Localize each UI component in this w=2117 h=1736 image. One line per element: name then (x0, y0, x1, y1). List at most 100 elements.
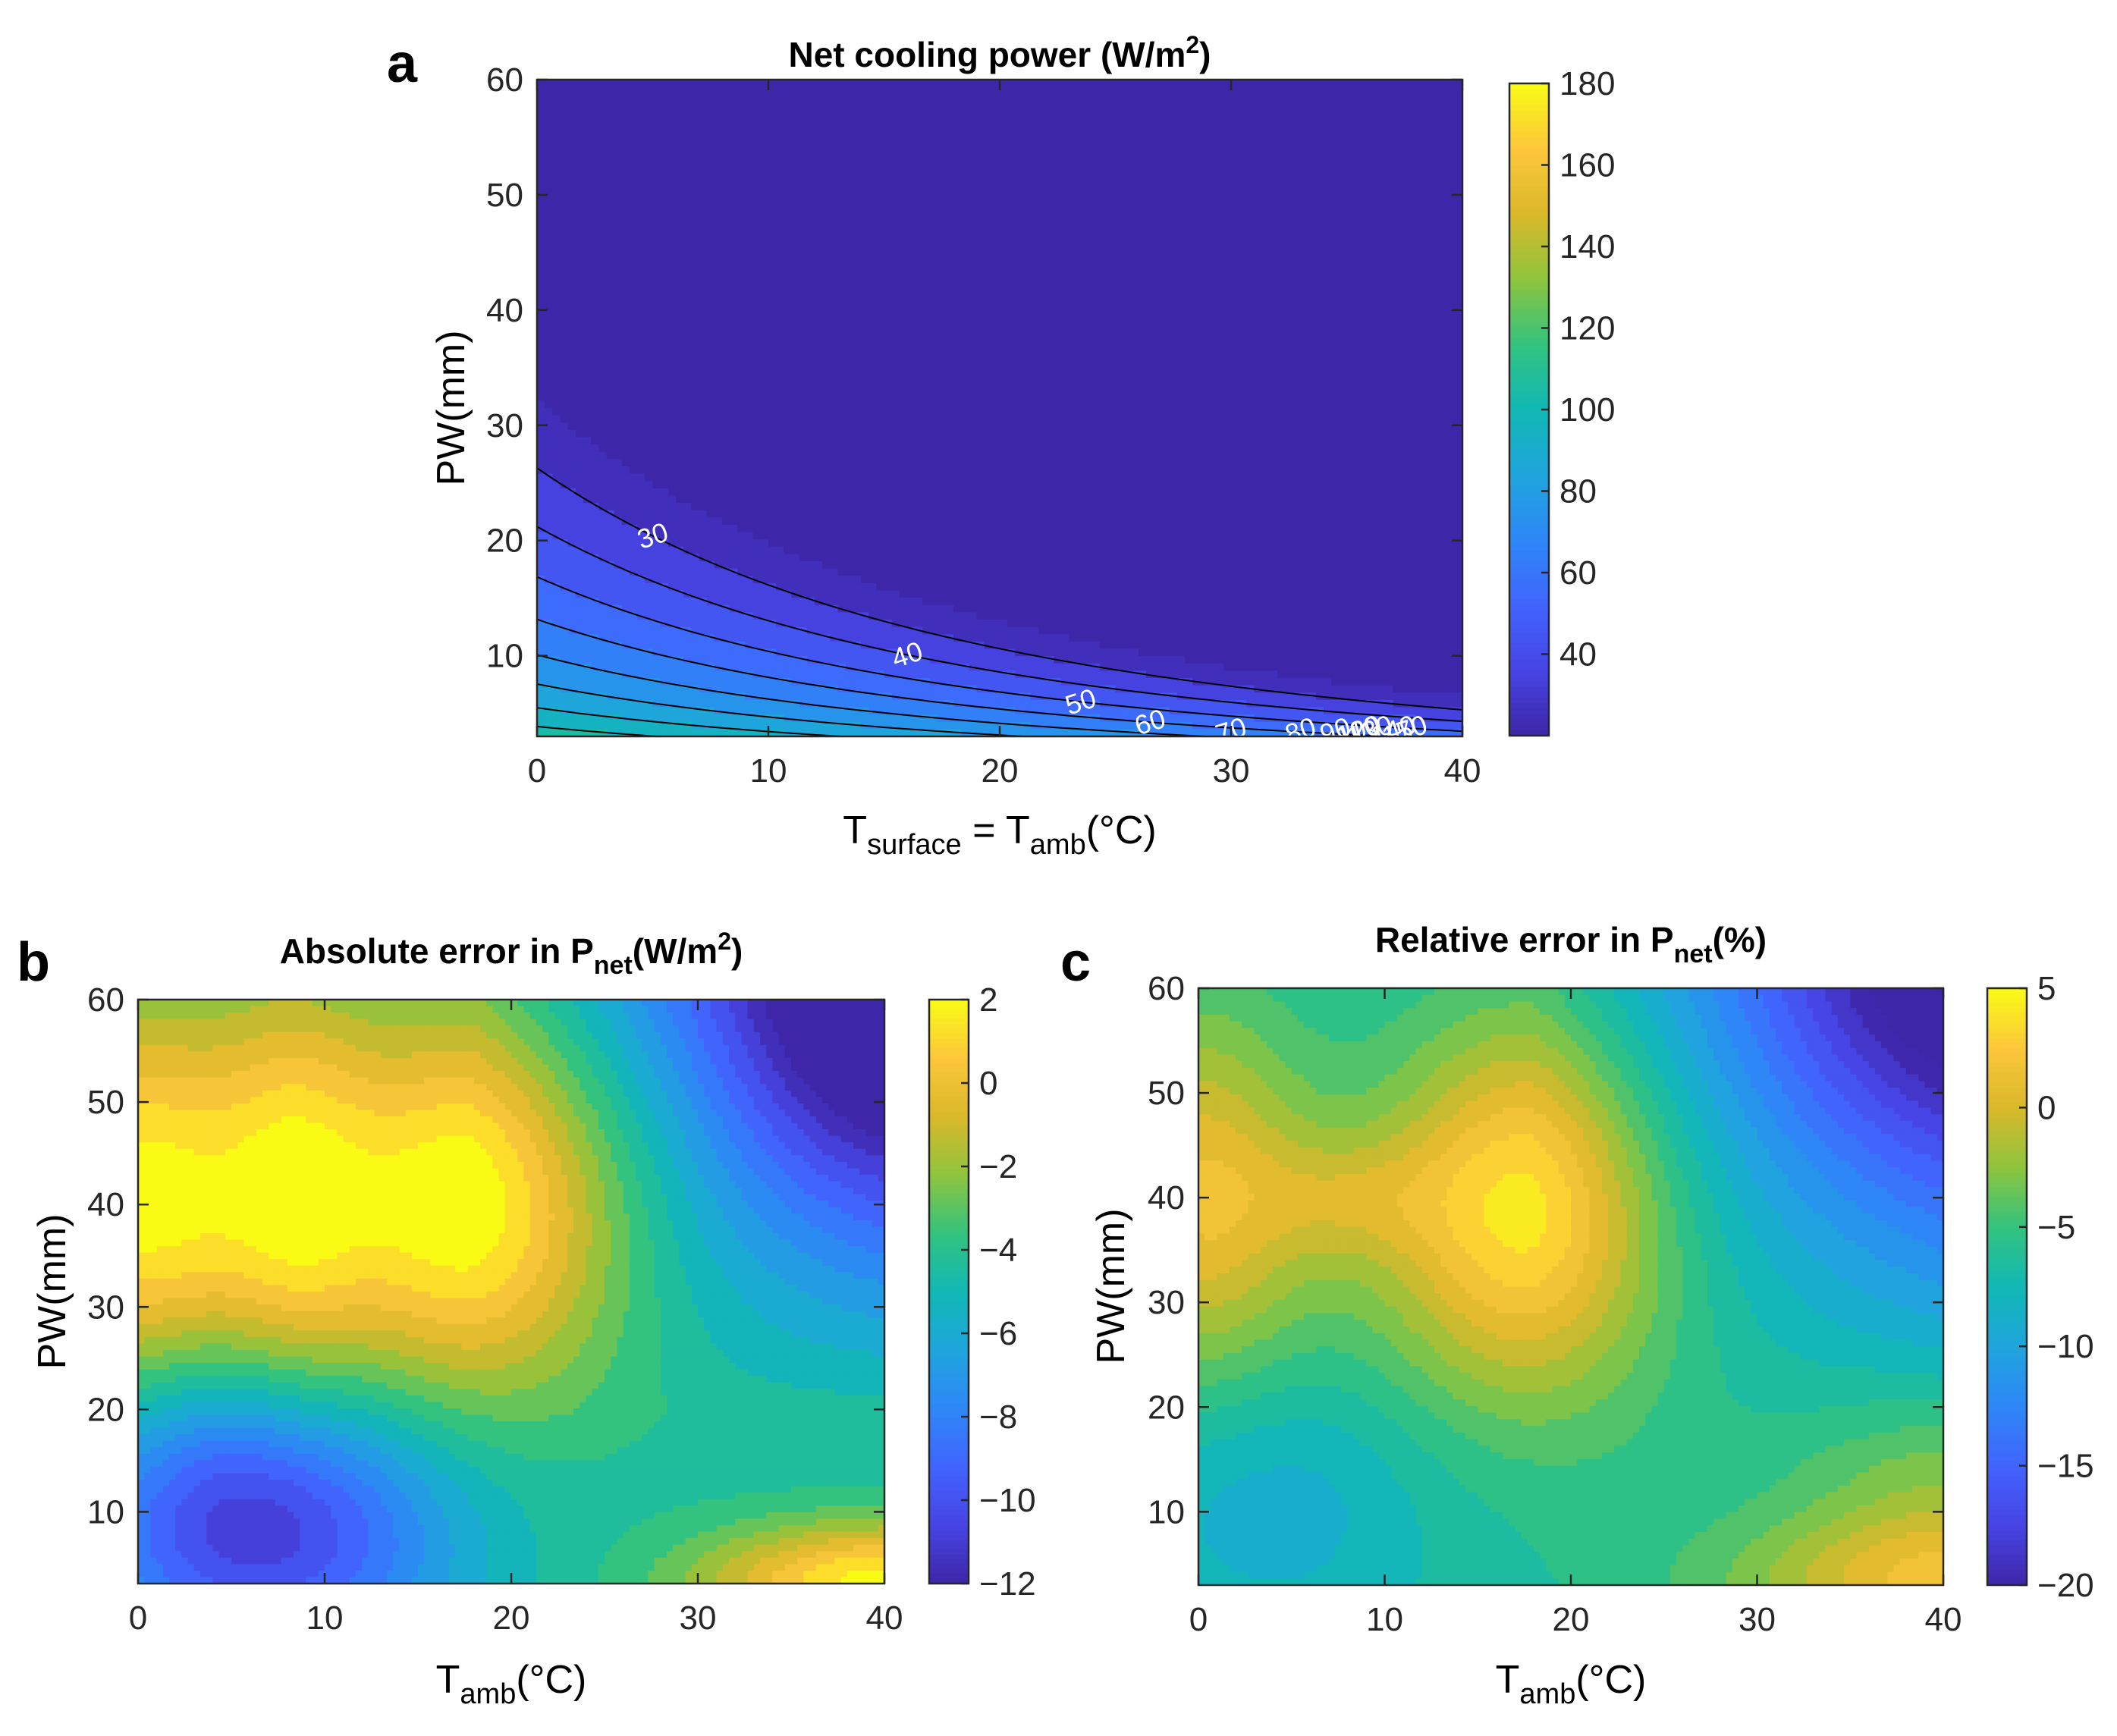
heatmap-cell (1408, 269, 1417, 278)
heatmap-cell (1223, 108, 1232, 117)
heatmap-cell (745, 101, 754, 110)
heatmap-cell (1231, 320, 1239, 328)
heatmap-cell (1146, 342, 1155, 350)
heatmap-cell (1354, 371, 1363, 380)
heatmap-cell (1339, 328, 1348, 336)
heatmap-cell (1246, 364, 1255, 372)
heatmap-cell (1269, 350, 1278, 358)
heatmap-cell (953, 306, 962, 314)
heatmap-cell (630, 334, 638, 344)
heatmap-cell (1161, 130, 1170, 139)
heatmap-cell (1285, 211, 1294, 219)
heatmap-cell (1331, 334, 1340, 344)
heatmap-cell (1069, 94, 1078, 102)
heatmap-cell (752, 80, 762, 88)
heatmap-cell (706, 159, 715, 168)
heatmap-cell (784, 101, 793, 110)
heatmap-cell (1015, 159, 1024, 168)
heatmap-cell (1246, 269, 1255, 278)
heatmap-cell (815, 145, 823, 154)
heatmap-cell (621, 152, 630, 161)
heatmap-cell (938, 306, 947, 314)
heatmap-cell (691, 211, 700, 219)
heatmap-cell (984, 218, 993, 227)
heatmap-cell (1169, 181, 1178, 190)
heatmap-cell (1185, 167, 1193, 175)
heatmap-cell (1076, 306, 1085, 314)
heatmap-cell (752, 284, 762, 292)
heatmap-cell (791, 247, 800, 256)
heatmap-cell (722, 262, 730, 270)
heatmap-cell (1084, 130, 1093, 139)
heatmap-cell (691, 262, 700, 270)
heatmap-cell (822, 218, 831, 227)
heatmap-cell (1123, 203, 1132, 212)
heatmap-cell (714, 291, 723, 300)
heatmap-cell (621, 130, 630, 139)
heatmap-cell (799, 123, 808, 132)
heatmap-cell (1208, 196, 1217, 205)
heatmap-cell (1076, 356, 1085, 366)
heatmap-cell (822, 80, 831, 88)
heatmap-cell (1346, 356, 1355, 366)
heatmap-cell (1200, 174, 1209, 183)
heatmap-cell (676, 312, 684, 322)
heatmap-cell (1069, 262, 1078, 270)
heatmap-cell (868, 328, 878, 336)
heatmap-cell (815, 364, 823, 372)
heatmap-cell (784, 342, 793, 350)
heatmap-cell (1176, 233, 1186, 241)
heatmap-cell (545, 189, 554, 197)
heatmap-cell (591, 211, 600, 219)
heatmap-cell (575, 291, 584, 300)
heatmap-cell (699, 233, 708, 241)
heatmap-cell (845, 94, 854, 102)
heatmap-cell (1215, 334, 1224, 344)
heatmap-cell (1370, 284, 1378, 292)
heatmap-cell (1254, 371, 1263, 380)
heatmap-cell (884, 233, 893, 241)
heatmap-cell (1285, 306, 1294, 314)
heatmap-cell (606, 152, 615, 161)
heatmap-cell (660, 320, 669, 328)
heatmap-cell (1385, 312, 1394, 322)
heatmap-cell (1377, 334, 1387, 344)
heatmap-cell (575, 306, 584, 314)
heatmap-cell (861, 196, 869, 205)
heatmap-cell (621, 328, 630, 336)
heatmap-cell (861, 320, 869, 328)
heatmap-cell (876, 86, 885, 96)
heatmap-cell (1176, 371, 1186, 380)
heatmap-cell (1084, 247, 1093, 256)
heatmap-cell (667, 225, 677, 234)
heatmap-cell (1416, 342, 1424, 350)
heatmap-cell (1115, 86, 1124, 96)
heatmap-cell (1308, 320, 1317, 328)
heatmap-cell (991, 196, 1000, 205)
heatmap-cell (722, 196, 730, 205)
heatmap-cell (776, 203, 785, 212)
heatmap-cell (722, 276, 730, 285)
heatmap-cell (1022, 101, 1032, 110)
heatmap-cell (868, 356, 878, 366)
heatmap-cell (552, 189, 561, 197)
heatmap-cell (969, 218, 978, 227)
heatmap-cell (1346, 371, 1355, 380)
heatmap-cell (1231, 86, 1239, 96)
heatmap-cell (1215, 233, 1224, 241)
heatmap-cell (1069, 137, 1078, 146)
heatmap-cell (930, 269, 939, 278)
heatmap-cell (737, 320, 746, 328)
heatmap-cell (1000, 130, 1008, 139)
heatmap-cell (752, 167, 762, 175)
heatmap-cell (1254, 350, 1263, 358)
heatmap-cell (1192, 284, 1201, 292)
heatmap-cell (1439, 247, 1448, 256)
heatmap-cell (1030, 240, 1039, 249)
heatmap-cell (1038, 356, 1047, 366)
heatmap-cell (915, 130, 924, 139)
heatmap-cell (1069, 225, 1078, 234)
heatmap-cell (945, 123, 954, 132)
heatmap-cell (922, 312, 931, 322)
heatmap-cell (1446, 240, 1456, 249)
